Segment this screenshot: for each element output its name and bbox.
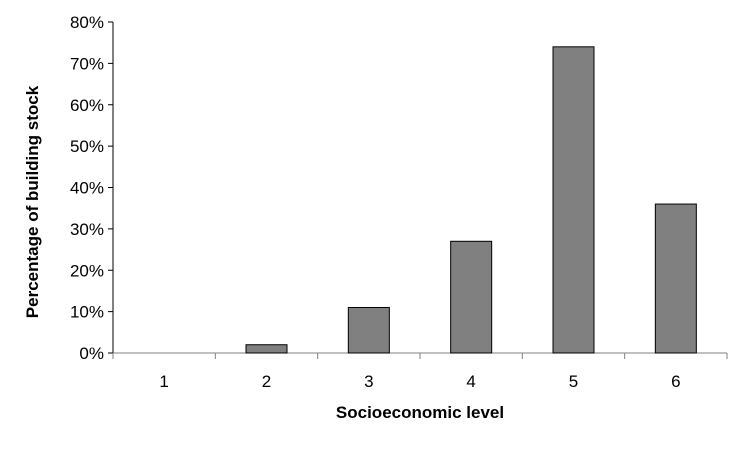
x-tick-label: 2 [262,372,271,391]
x-tick-label: 5 [569,372,578,391]
x-tick-label: 4 [466,372,475,391]
bar-5 [552,46,595,354]
y-tick-label: 80% [70,13,104,32]
y-tick-label: 50% [70,137,104,156]
y-tick-label: 20% [70,261,104,280]
y-tick-label: 30% [70,220,104,239]
x-axis-title: Socioeconomic level [336,403,504,422]
y-axis-title: Percentage of building stock [23,85,42,318]
x-tick-label: 1 [159,372,168,391]
y-axis: 0% 10% 20% 30% 40% 50% 60% 70% 80% [70,13,114,363]
x-tick-label: 3 [364,372,373,391]
y-tick-label: 60% [70,96,104,115]
x-tick-label: 6 [671,372,680,391]
x-axis: 1 2 3 4 5 6 [112,352,728,391]
y-tick-label: 0% [79,344,104,363]
bar-2 [245,344,288,354]
bar-4 [450,240,493,354]
y-tick-label: 10% [70,303,104,322]
y-tick-label: 70% [70,54,104,73]
bar-3 [347,306,390,354]
bars [245,46,697,354]
bar-6 [654,203,697,354]
y-tick-label: 40% [70,179,104,198]
